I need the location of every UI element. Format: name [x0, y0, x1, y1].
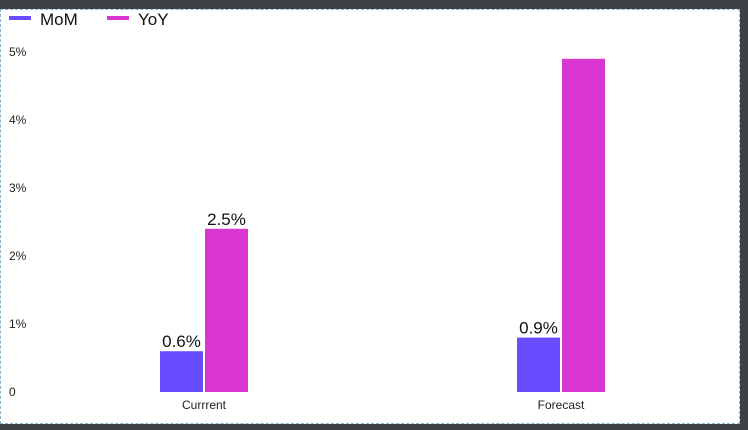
legend-swatch-mom: [9, 16, 31, 20]
y-tick-label: 0: [9, 385, 16, 399]
data-label: 2.5%: [207, 210, 246, 229]
bar-yoy: [562, 58, 605, 393]
bar-yoy: [205, 228, 248, 392]
data-label: 0.6%: [162, 332, 201, 351]
bar-mom: [160, 351, 203, 392]
x-category-label: Currrent: [182, 398, 227, 412]
data-label: 0.9%: [519, 319, 558, 338]
x-category-label: Forecast: [538, 398, 585, 412]
y-tick-label: 3%: [9, 181, 27, 195]
legend-label-mom: MoM: [40, 10, 78, 29]
legend-label-yoy: YoY: [138, 10, 169, 29]
y-tick-label: 2%: [9, 249, 27, 263]
bar-mom: [517, 337, 560, 392]
y-tick-label: 5%: [9, 45, 27, 59]
y-tick-label: 1%: [9, 317, 27, 331]
y-tick-label: 4%: [9, 113, 27, 127]
legend-swatch-yoy: [107, 16, 129, 20]
chart-frame: MoM YoY 0 1% 2% 3% 4% 5% 0.6% 2.5% Currrent 0.9% For…: [0, 9, 740, 424]
bar-chart: MoM YoY 0 1% 2% 3% 4% 5% 0.6% 2.5% Currrent 0.9% For…: [9, 10, 605, 412]
